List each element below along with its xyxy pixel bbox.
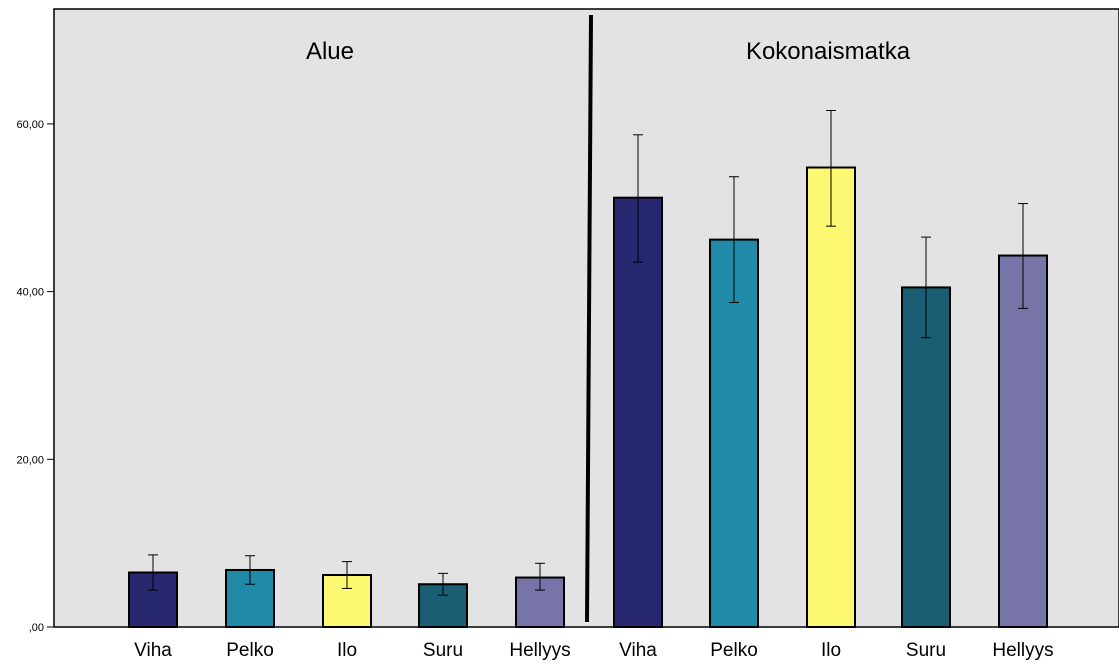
bar bbox=[613, 196, 663, 629]
error-bars-layer bbox=[148, 109, 1028, 596]
panel-divider bbox=[585, 14, 593, 623]
bar bbox=[806, 166, 856, 628]
x-tick-label: Ilo bbox=[821, 640, 841, 661]
x-tick-label: Suru bbox=[423, 640, 463, 661]
x-tick-label: Ilo bbox=[337, 640, 357, 661]
bar bbox=[901, 286, 951, 628]
y-tick-label: 20,00 bbox=[16, 454, 44, 466]
x-tick-label: Pelko bbox=[226, 640, 274, 661]
bar bbox=[998, 254, 1048, 628]
x-tick-label: Viha bbox=[619, 640, 657, 661]
panel-title: Alue bbox=[306, 38, 354, 65]
x-tick-label: Viha bbox=[134, 640, 172, 661]
panel-titles: Alue Kokonaismatka bbox=[306, 38, 911, 65]
y-tick-label: 60,00 bbox=[16, 119, 44, 131]
x-axis-labels: Viha Pelko Ilo Suru Hellyys Viha Pelko Ilo Suru H… bbox=[134, 640, 1053, 661]
y-axis: ,00 20,00 40,00 60,00 bbox=[16, 119, 54, 634]
x-tick-label: Suru bbox=[906, 640, 946, 661]
y-tick-label: 40,00 bbox=[16, 287, 44, 299]
y-tick-label: ,00 bbox=[29, 622, 44, 634]
x-tick-label: Hellyys bbox=[992, 640, 1053, 661]
x-tick-label: Hellyys bbox=[509, 640, 570, 661]
panel-title: Kokonaismatka bbox=[746, 38, 911, 65]
x-tick-label: Pelko bbox=[710, 640, 758, 661]
